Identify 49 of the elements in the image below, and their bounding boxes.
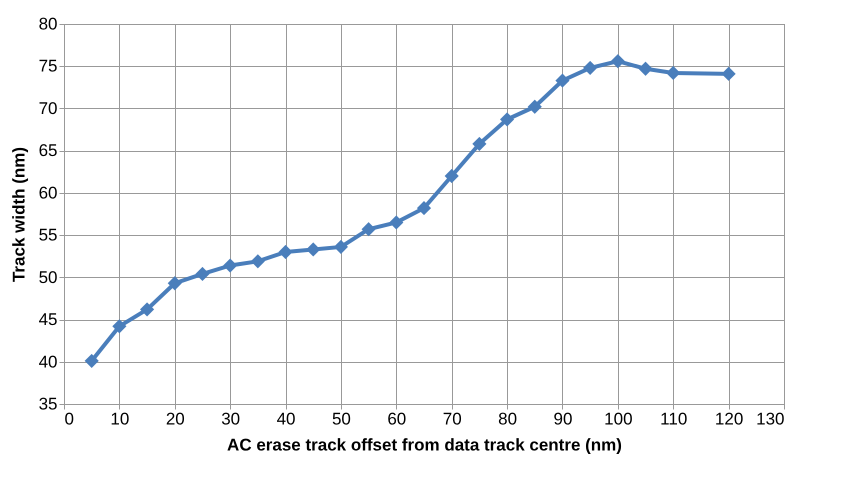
- point: [250, 254, 265, 268]
- point: [528, 100, 542, 114]
- x-tick-label: 50: [332, 410, 351, 428]
- x-tick-label: 0: [64, 410, 74, 428]
- point: [223, 258, 238, 273]
- point: [389, 215, 404, 230]
- point: [555, 74, 570, 88]
- point: [84, 354, 99, 368]
- point: [610, 54, 625, 68]
- point: [140, 302, 154, 316]
- point: [583, 60, 598, 75]
- x-tick-label: 10: [110, 410, 130, 428]
- y-tick-label: 75: [38, 56, 58, 76]
- point: [278, 244, 293, 260]
- y-tick-label: 50: [38, 268, 58, 287]
- y-tick-label: 40: [38, 352, 58, 372]
- point: [416, 201, 432, 216]
- point: [472, 136, 486, 151]
- x-tick-label: 20: [166, 410, 185, 428]
- y-tick-label: 55: [38, 226, 58, 245]
- x-tick-label: 40: [276, 410, 296, 428]
- y-tick-label: 60: [38, 183, 58, 202]
- point: [195, 266, 210, 282]
- x-tick-label: 120: [714, 410, 744, 428]
- point: [638, 62, 653, 76]
- point: [334, 240, 348, 254]
- y-tick-label: 70: [38, 98, 58, 118]
- x-axis-title: AC erase track offset from data track centre (nm): [227, 436, 622, 454]
- y-tick-label: 65: [38, 141, 58, 160]
- point: [112, 319, 126, 334]
- point: [444, 168, 459, 184]
- point: [722, 66, 736, 81]
- point: [500, 112, 514, 126]
- y-axis-title: Track width (nm): [10, 146, 29, 282]
- x-tick-label: 100: [604, 410, 633, 428]
- point: [666, 66, 680, 80]
- y-tick-label: 80: [38, 14, 58, 34]
- x-tick-label: 60: [387, 410, 406, 428]
- x-tick-label: 110: [660, 410, 688, 428]
- y-tick-label: 35: [38, 394, 58, 414]
- x-tick-label: 90: [554, 410, 572, 428]
- x-tick-label: 80: [498, 410, 518, 428]
- y-tick-label: 45: [38, 310, 58, 330]
- x-tick-label: 130: [756, 410, 784, 428]
- point: [306, 242, 320, 257]
- x-tick-label: 70: [442, 410, 462, 428]
- x-tick-label: 30: [221, 410, 240, 428]
- point: [168, 276, 182, 290]
- point: [362, 222, 376, 236]
